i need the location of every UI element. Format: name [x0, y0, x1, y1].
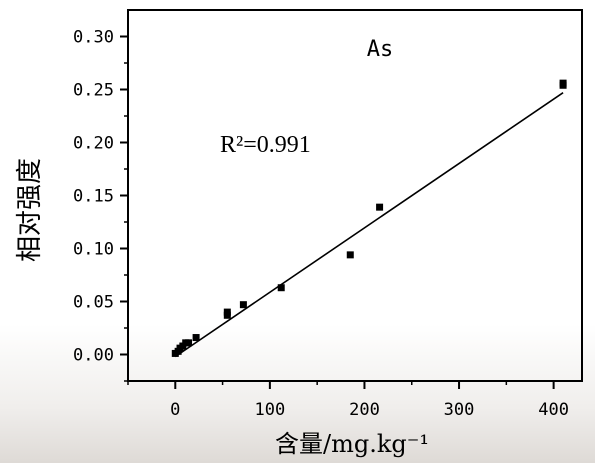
- y-tick-label: 0.10: [73, 240, 114, 260]
- points-layer: [171, 79, 567, 357]
- y-tick-label: 0.20: [73, 134, 114, 154]
- data-point: [277, 284, 285, 292]
- data-point: [559, 79, 567, 87]
- plot-frame: [127, 9, 583, 382]
- x-axis-label: 含量/mg.kg⁻¹: [275, 430, 429, 458]
- data-point: [185, 339, 193, 347]
- x-tick-label: 0: [170, 400, 180, 420]
- data-point: [239, 301, 247, 309]
- data-point: [376, 203, 384, 211]
- y-tick-label: 0.15: [73, 187, 114, 207]
- ticks-layer: 0.00 0.05 0.10 0.15 0.20 0.25 0.30 0 100 200 300 40…: [73, 28, 569, 421]
- y-axis-label: 相对强度: [15, 158, 45, 262]
- chart-title-as: As: [367, 37, 394, 62]
- data-point: [192, 334, 200, 342]
- r-squared-annotation: R²=0.991: [220, 132, 311, 158]
- y-tick-label: 0.30: [73, 28, 114, 48]
- x-tick-label: 200: [349, 400, 380, 420]
- x-tick-label: 100: [255, 400, 286, 420]
- fit-line: [174, 92, 564, 358]
- x-tick-label: 300: [444, 400, 475, 420]
- y-tick-label: 0.25: [73, 81, 114, 101]
- y-tick-label: 0.00: [73, 346, 114, 366]
- y-tick-label: 0.05: [73, 293, 114, 313]
- data-point: [346, 251, 354, 259]
- data-point: [223, 308, 231, 316]
- x-tick-label: 400: [538, 400, 569, 420]
